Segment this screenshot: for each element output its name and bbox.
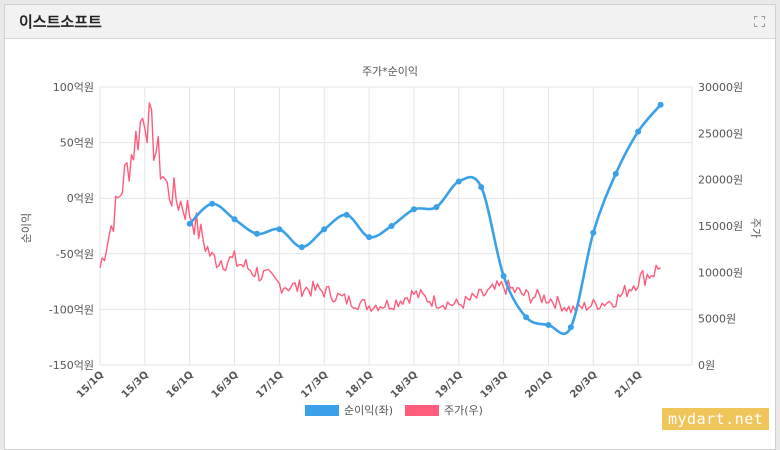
net-income-point [343, 211, 350, 218]
stock-line [99, 102, 661, 314]
left-tick-label: 50억원 [60, 137, 94, 150]
net-income-point [635, 128, 642, 135]
legend-swatch-net-income[interactable] [305, 405, 339, 416]
net-income-point [567, 324, 574, 331]
net-income-point [612, 170, 619, 177]
x-tick-label: 15/1Q [75, 369, 106, 400]
net-income-point [545, 322, 552, 328]
net-income-point [254, 230, 260, 237]
net-income-point [321, 226, 328, 233]
right-tick-label: 20000원 [698, 174, 743, 187]
net-income-point [590, 229, 597, 236]
net-income-point [410, 206, 417, 213]
net-income-point [231, 216, 238, 223]
panel-title: 이스트소프트 [19, 13, 102, 31]
x-tick-label: 15/3Q [120, 369, 151, 400]
series-net-income [186, 101, 664, 335]
left-axis-label: 순이익 [20, 213, 33, 243]
net-income-point [366, 234, 373, 241]
net-income-point [478, 184, 485, 191]
chart-panel: 이스트소프트 [4, 4, 776, 450]
right-tick-label: 5000원 [698, 313, 736, 326]
x-tick-label: 20/1Q [523, 369, 554, 400]
x-tick-label: 18/1Q [344, 369, 375, 400]
left-tick-label: 100억원 [53, 81, 94, 94]
series-stock [99, 102, 661, 314]
chart-title: 주가*순이익 [362, 65, 418, 78]
net-income-point [433, 204, 440, 211]
legend-label-net-income[interactable]: 순이익(좌) [344, 404, 393, 417]
right-axis-label: 주가 [749, 218, 762, 238]
watermark: mydart.net [662, 408, 770, 430]
right-tick-label: 30000원 [698, 81, 743, 94]
panel-header: 이스트소프트 [5, 5, 775, 39]
net-income-point [209, 200, 216, 207]
legend-label-stock[interactable]: 주가(우) [444, 404, 483, 417]
x-tick-label: 17/1Q [254, 369, 285, 400]
legend: 순이익(좌) 주가(우) [305, 404, 483, 417]
x-tick-label: 19/3Q [479, 369, 510, 400]
x-tick-label: 16/3Q [210, 369, 241, 400]
right-tick-label: 0원 [698, 359, 715, 372]
left-tick-label: 0억원 [67, 192, 94, 205]
net-income-point [523, 314, 530, 321]
right-axis: 30000원 25000원 20000원 15000원 10000원 5000원 0원 [698, 81, 743, 372]
left-tick-label: -50억원 [56, 248, 94, 261]
legend-swatch-stock[interactable] [405, 405, 439, 416]
x-tick-label: 20/3Q [568, 369, 599, 400]
x-tick-label: 17/3Q [299, 369, 330, 400]
expand-icon[interactable] [754, 16, 765, 27]
net-income-line [188, 103, 662, 335]
net-income-point [657, 101, 664, 108]
right-tick-label: 25000원 [698, 127, 743, 140]
net-income-point [186, 220, 193, 227]
x-tick-label: 18/3Q [389, 369, 420, 400]
x-tick-label: 21/1Q [613, 369, 644, 400]
net-income-point [276, 226, 283, 233]
net-income-point [298, 244, 305, 251]
right-tick-label: 10000원 [698, 266, 743, 279]
left-tick-label: -100억원 [49, 303, 94, 316]
x-tick-label: 16/1Q [165, 369, 196, 400]
net-income-point [500, 273, 507, 279]
left-axis: 100억원 50억원 0억원 -50억원 -100억원 -150억원 [49, 81, 94, 372]
right-tick-label: 15000원 [698, 220, 743, 233]
net-income-point [455, 178, 462, 185]
x-tick-label: 19/1Q [434, 369, 465, 400]
net-income-point [388, 223, 395, 229]
left-tick-label: -150억원 [49, 359, 94, 372]
x-axis: 15/1Q 15/3Q 16/1Q 16/3Q 17/1Q 17/3Q 18/1Q 18/3Q… [75, 369, 644, 400]
